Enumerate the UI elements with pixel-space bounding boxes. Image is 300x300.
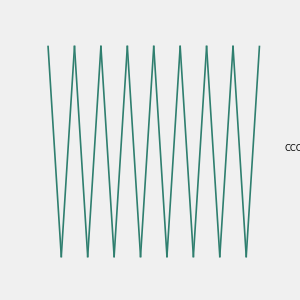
Text: CCCCCCCCCCCCCCCC(=O)...: CCCCCCCCCCCCCCCC(=O)...	[284, 145, 300, 154]
